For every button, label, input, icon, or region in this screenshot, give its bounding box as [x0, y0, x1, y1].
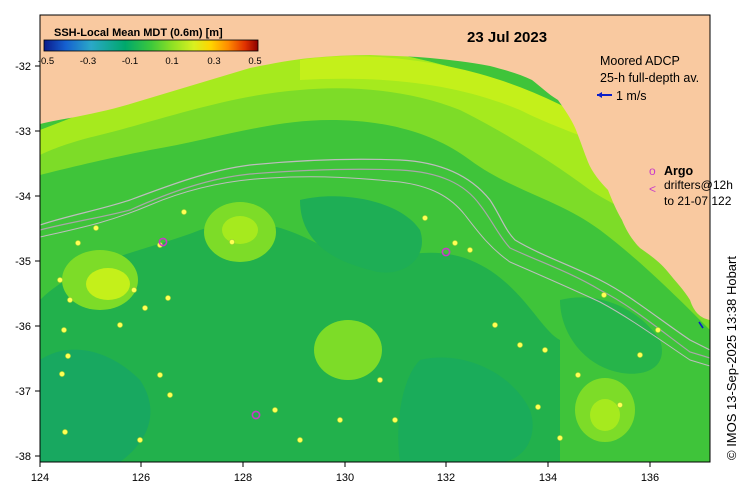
axis-ticks: [35, 65, 651, 467]
drifter-dot: [575, 372, 581, 378]
lat-tick-label: -34: [15, 191, 31, 203]
colorbar-tick: -0.1: [122, 56, 138, 67]
lon-tick-label: 130: [336, 472, 354, 484]
drifter-dot: [181, 209, 187, 215]
argo-floats: [158, 237, 451, 420]
drifter-dot: [157, 372, 163, 378]
drifter-dot: [297, 437, 303, 443]
adcp-moorings: [40, 321, 704, 329]
drifter-dot: [117, 322, 123, 328]
drifter-dot: [655, 327, 661, 333]
drifter-dot: [61, 327, 67, 333]
adcp-vector: [698, 321, 704, 329]
colorbar-gradient: [43, 39, 259, 52]
lat-tick-label: -37: [15, 386, 31, 398]
argo-float: [251, 410, 261, 420]
drifter-dot: [517, 342, 523, 348]
drifter-dot: [422, 215, 428, 221]
argo-legend-label: Argo: [664, 164, 694, 178]
colorbar-tick: 0.3: [207, 56, 220, 67]
colorbar-tick: 0.1: [165, 56, 178, 67]
drifter-dot: [167, 392, 173, 398]
drifter-dot: [377, 377, 383, 383]
colorbar: SSH-Local Mean MDT (0.6m) [m] -0.5 -0.3 …: [38, 27, 262, 67]
bathy-contour-3000m: [40, 176, 710, 367]
drifter-dot: [467, 247, 473, 253]
bathy-contour-2000m: [40, 168, 710, 359]
x-tick-labels: 124 126 128 130 132 134 136: [31, 472, 659, 484]
drifter-dot: [165, 295, 171, 301]
adcp-arrow-head: [597, 92, 602, 98]
plot-frame: [39, 14, 711, 463]
eddy-130-36: [314, 320, 382, 380]
drifter-dot: [57, 277, 63, 283]
ssh-high-nearshore: [300, 56, 650, 160]
drifter-dot: [59, 371, 65, 377]
map-field: [40, 15, 710, 462]
drifter-legend-line2: to 21-07 122: [664, 194, 732, 208]
drifter-dot: [229, 239, 235, 245]
lon-tick-label: 124: [31, 472, 49, 484]
colorbar-tick: -0.5: [38, 56, 54, 67]
drifter-dot: [492, 322, 498, 328]
lat-tick-label: -38: [15, 451, 31, 463]
drifter-dot: [75, 240, 81, 246]
ssh-low-patch-west: [40, 349, 151, 462]
credit-text: © IMOS 13-Sep-2025 13:38 Hobart: [724, 256, 739, 460]
drifter-dot: [337, 417, 343, 423]
drifter-dot: [637, 352, 643, 358]
drifter-legend-marker: <: [649, 182, 656, 196]
colorbar-tick: -0.3: [80, 56, 96, 67]
adcp-scale-label: 1 m/s: [616, 89, 647, 103]
drifter-dot: [392, 417, 398, 423]
colorbar-tick: 0.5: [248, 56, 261, 67]
ssh-low-patch-right: [560, 297, 662, 374]
drifter-dot: [65, 353, 71, 359]
adcp-legend: Moored ADCP 25-h full-depth av. 1 m/s: [597, 54, 699, 103]
drifter-dot: [557, 435, 563, 441]
drifter-legend-line1: drifters@12h: [664, 178, 733, 192]
lon-tick-label: 126: [132, 472, 150, 484]
drifter-dot: [535, 404, 541, 410]
lat-tick-label: -36: [15, 321, 31, 333]
bathy-contour-200m: [40, 158, 710, 351]
drifter-dot: [62, 429, 68, 435]
adcp-legend-subtitle: 25-h full-depth av.: [600, 71, 699, 85]
drifter-dot: [142, 305, 148, 311]
drifter-dot: [452, 240, 458, 246]
adcp-legend-title: Moored ADCP: [600, 54, 680, 68]
lat-tick-label: -35: [15, 256, 31, 268]
ssh-low-patch-east: [398, 357, 533, 462]
ssh-low-patch-center: [300, 196, 422, 273]
argo-legend-marker: o: [649, 164, 656, 178]
eddy-125-35-core: [86, 268, 130, 300]
drifter-dot: [93, 225, 99, 231]
colorbar-ticks: -0.5 -0.3 -0.1 0.1 0.3 0.5: [38, 56, 262, 67]
y-tick-labels: -32 -33 -34 -35 -36 -37 -38: [15, 61, 31, 463]
eddy-134-37-core: [590, 399, 620, 431]
lon-tick-label: 132: [437, 472, 455, 484]
drifter-dot: [131, 287, 137, 293]
drifter-dot: [601, 292, 607, 298]
drifter-dot: [617, 402, 623, 408]
argo-float: [158, 237, 168, 247]
drifter-dot: [67, 297, 73, 303]
drifter-positions: [57, 209, 661, 443]
argo-float: [441, 247, 451, 257]
drifter-dot: [137, 437, 143, 443]
drifter-dot: [542, 347, 548, 353]
eddy-128-35-core: [222, 216, 258, 244]
map-date: 23 Jul 2023: [467, 29, 547, 46]
lat-tick-label: -33: [15, 126, 31, 138]
argo-legend: o Argo < drifters@12h to 21-07 122: [649, 164, 733, 208]
drifter-dot: [272, 407, 278, 413]
ssh-high-shelf: [40, 47, 710, 250]
lon-tick-label: 136: [641, 472, 659, 484]
lon-tick-label: 134: [539, 472, 557, 484]
lat-tick-label: -32: [15, 61, 31, 73]
colorbar-title: SSH-Local Mean MDT (0.6m) [m]: [54, 27, 223, 39]
lon-tick-label: 128: [234, 472, 252, 484]
